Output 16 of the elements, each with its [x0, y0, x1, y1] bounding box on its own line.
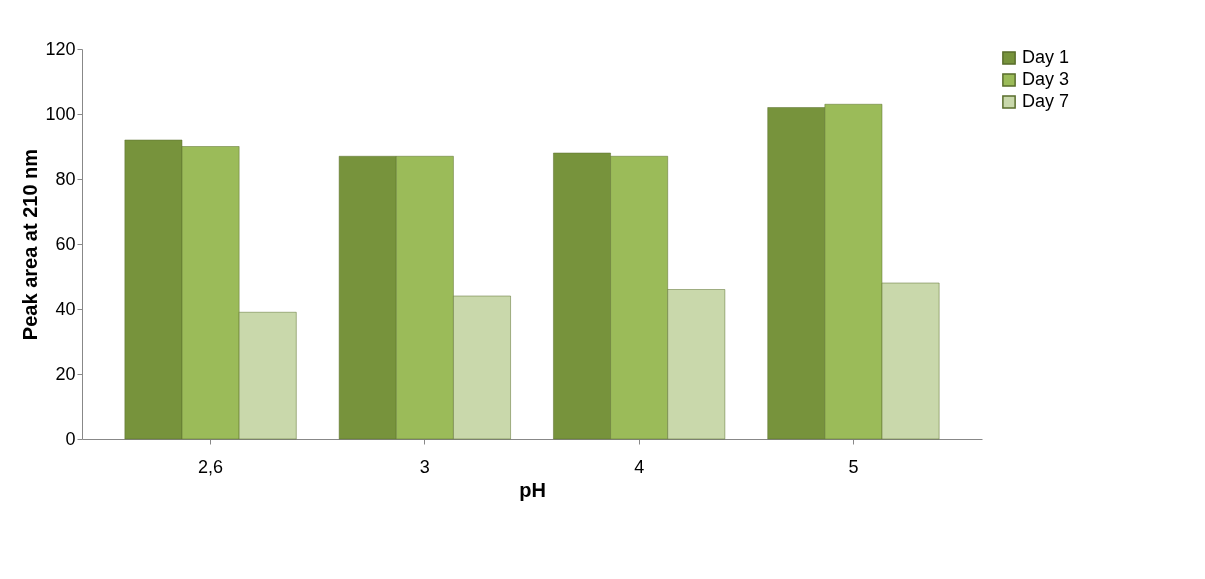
x-tick-label: 2,6: [198, 456, 224, 477]
y-tick-label: 100: [45, 103, 76, 124]
y-tick-label: 60: [55, 233, 76, 254]
y-tick-label: 40: [55, 298, 76, 319]
x-tick-label: 5: [848, 456, 859, 477]
legend-label: Day 7: [1022, 91, 1070, 111]
y-axis-title: Peak area at 210 nm: [19, 148, 42, 341]
x-tick-label: 3: [419, 456, 430, 477]
y-tick-label: 20: [55, 363, 76, 384]
x-tick-label: 4: [634, 456, 645, 477]
legend-label: Day 3: [1022, 69, 1070, 89]
x-axis-title: pH: [519, 478, 546, 501]
legend-label: Day 1: [1022, 47, 1070, 67]
y-tick-label: 0: [65, 428, 76, 449]
y-tick-label: 80: [55, 168, 76, 189]
y-tick-label: 120: [45, 38, 76, 59]
